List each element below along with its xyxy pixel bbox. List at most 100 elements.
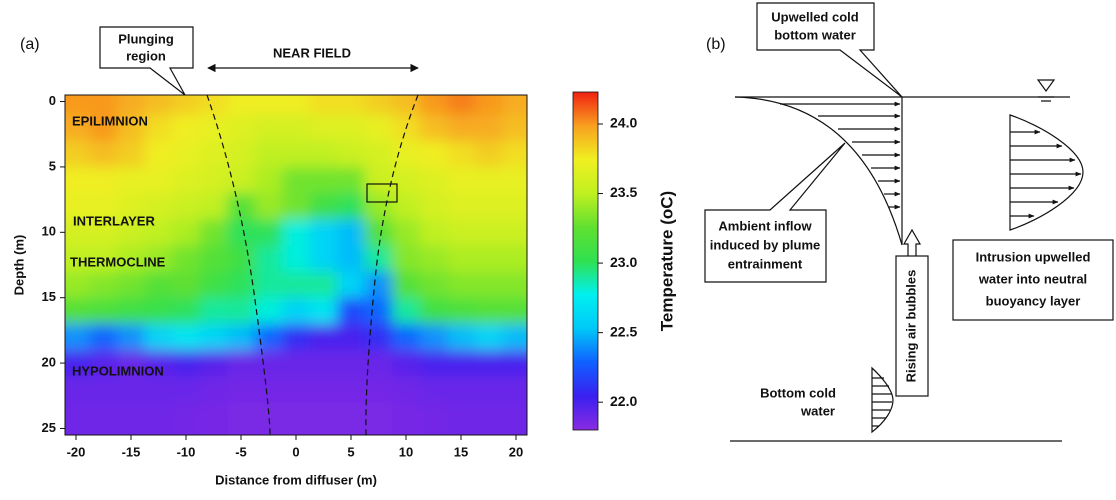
heat-cell bbox=[419, 193, 448, 220]
heat-cell bbox=[254, 297, 283, 325]
heat-cell bbox=[419, 140, 448, 168]
heat-cell bbox=[199, 193, 228, 220]
heat-cell bbox=[309, 271, 338, 299]
heat-cell bbox=[117, 402, 146, 435]
heat-cell bbox=[502, 350, 527, 377]
heat-cell bbox=[144, 140, 173, 168]
heat-cell bbox=[337, 219, 366, 246]
heat-cell bbox=[227, 193, 256, 220]
heat-cell bbox=[419, 297, 448, 325]
heat-cell bbox=[419, 350, 448, 377]
heat-cell bbox=[502, 140, 527, 168]
bubble-box bbox=[895, 255, 929, 397]
heat-cell bbox=[474, 166, 503, 194]
heat-cell bbox=[502, 402, 527, 435]
heat-cell bbox=[447, 271, 476, 299]
heat-cell bbox=[474, 245, 503, 273]
y-axis-label: Depth (m) bbox=[11, 235, 26, 296]
heat-cell bbox=[65, 95, 91, 116]
heat-cell bbox=[89, 245, 118, 273]
heat-cell bbox=[117, 95, 146, 116]
heat-cell bbox=[364, 95, 393, 116]
layer-label: EPILIMNION bbox=[72, 113, 148, 128]
heat-cell bbox=[117, 376, 146, 403]
heat-cell bbox=[474, 376, 503, 403]
heat-cell bbox=[364, 140, 393, 168]
heat-cell bbox=[447, 140, 476, 168]
heat-cell bbox=[392, 245, 421, 273]
heat-cell bbox=[65, 297, 91, 325]
heat-cell bbox=[502, 219, 527, 246]
heat-cell bbox=[89, 271, 118, 299]
callout-text: buoyancy layer bbox=[986, 293, 1081, 308]
heat-cell bbox=[117, 297, 146, 325]
heat-cell bbox=[117, 166, 146, 194]
heat-cell bbox=[144, 166, 173, 194]
heat-cell bbox=[117, 323, 146, 351]
heat-cell bbox=[144, 350, 173, 377]
callout-text: Upwelled cold bbox=[771, 9, 858, 24]
heat-cell bbox=[392, 350, 421, 377]
heat-cell bbox=[254, 95, 283, 116]
plot-area bbox=[65, 95, 527, 435]
heat-cell bbox=[89, 166, 118, 194]
colorbar bbox=[572, 91, 599, 431]
heat-cell bbox=[447, 245, 476, 273]
heat-cell bbox=[172, 297, 201, 325]
heat-cell bbox=[254, 271, 283, 299]
heat-cell bbox=[117, 245, 146, 273]
heat-cell bbox=[447, 297, 476, 325]
heat-cell bbox=[172, 402, 201, 435]
heat-cell bbox=[65, 271, 91, 299]
heat-cell bbox=[89, 402, 118, 435]
x-axis-label: Distance from diffuser (m) bbox=[215, 472, 377, 487]
layer-label: HYPOLIMNION bbox=[72, 363, 164, 378]
colorbar-label: Temperature (oC) bbox=[657, 191, 676, 331]
heat-cell bbox=[392, 271, 421, 299]
heat-cell bbox=[227, 271, 256, 299]
heat-cell bbox=[199, 166, 228, 194]
bottom-hatch bbox=[872, 377, 892, 427]
heat-cell bbox=[89, 323, 118, 351]
heat-cell bbox=[254, 350, 283, 377]
heat-cell bbox=[144, 376, 173, 403]
callout-text: region bbox=[126, 48, 166, 63]
x-tick-label: 10 bbox=[399, 444, 413, 459]
heat-cell bbox=[65, 219, 91, 246]
heat-cell bbox=[502, 323, 527, 351]
heat-cell bbox=[337, 323, 366, 351]
heat-cell bbox=[172, 193, 201, 220]
heat-cell bbox=[144, 245, 173, 273]
heat-cell bbox=[392, 323, 421, 351]
heat-cell bbox=[144, 219, 173, 246]
heat-cell bbox=[227, 219, 256, 246]
heat-cell bbox=[419, 95, 448, 116]
heat-cell bbox=[172, 376, 201, 403]
heat-cell bbox=[199, 297, 228, 325]
x-tick-label: 5 bbox=[347, 444, 354, 459]
y-tick-label: 20 bbox=[42, 355, 56, 370]
heat-cell bbox=[172, 245, 201, 273]
heat-cell bbox=[254, 376, 283, 403]
heat-cell bbox=[282, 350, 311, 377]
heat-cell bbox=[282, 140, 311, 168]
y-tick-label: 0 bbox=[49, 93, 56, 108]
heat-cell bbox=[144, 323, 173, 351]
heat-cell bbox=[364, 114, 393, 142]
heat-cell bbox=[364, 402, 393, 435]
x-tick-label: -15 bbox=[122, 444, 141, 459]
heat-cell bbox=[419, 245, 448, 273]
callout-text: water into neutral bbox=[978, 271, 1087, 286]
x-tick-label: -20 bbox=[67, 444, 86, 459]
heat-cell bbox=[474, 350, 503, 377]
heat-cell bbox=[199, 350, 228, 377]
heat-cell bbox=[419, 323, 448, 351]
heat-cell bbox=[199, 219, 228, 246]
heat-cell bbox=[309, 193, 338, 220]
colorbar-tick-label: 24.0 bbox=[610, 115, 637, 131]
heat-cell bbox=[144, 402, 173, 435]
heat-cell bbox=[392, 297, 421, 325]
x-tick-label: 0 bbox=[292, 444, 299, 459]
heat-cell bbox=[502, 245, 527, 273]
heat-cell bbox=[144, 271, 173, 299]
